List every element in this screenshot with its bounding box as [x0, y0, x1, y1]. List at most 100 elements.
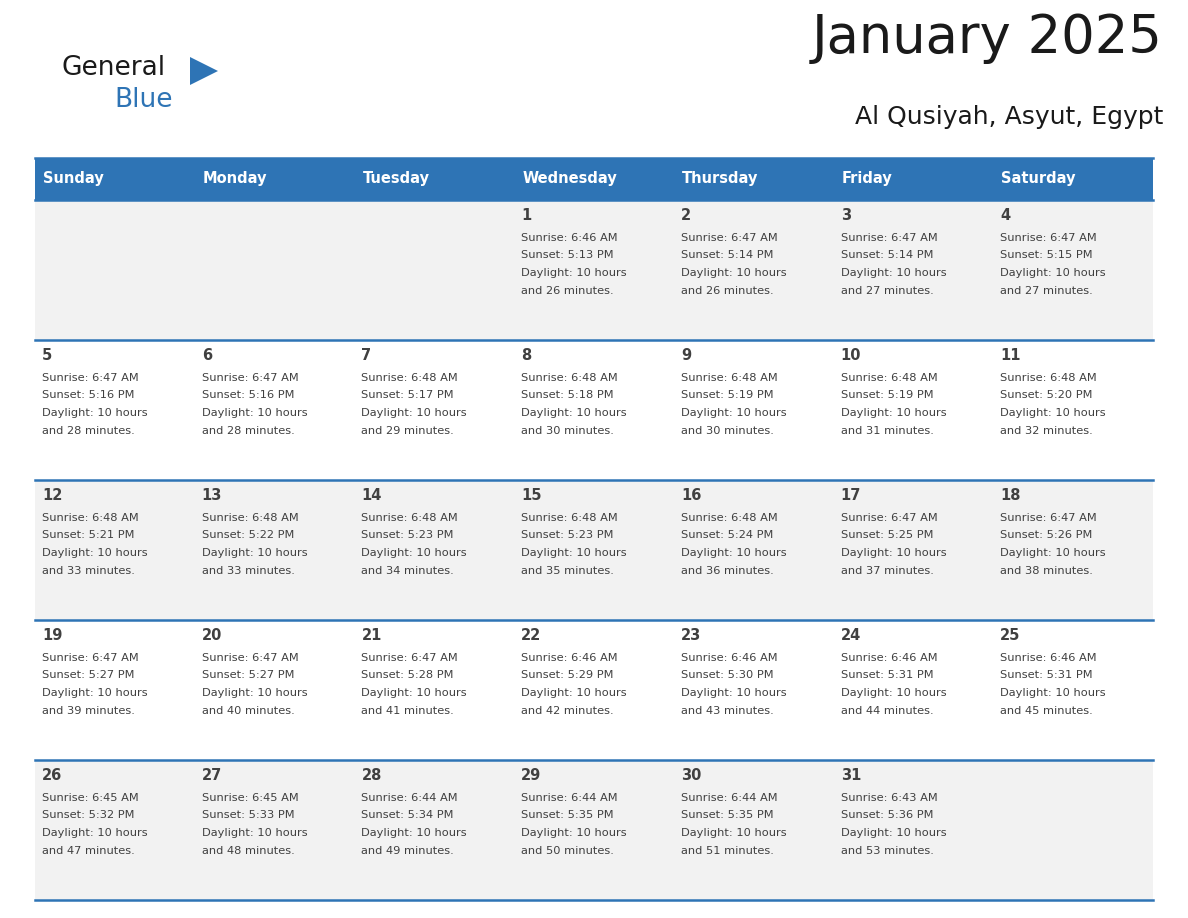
- Text: Sunrise: 6:44 AM: Sunrise: 6:44 AM: [361, 793, 459, 803]
- Text: Daylight: 10 hours: Daylight: 10 hours: [841, 548, 946, 558]
- Text: Sunset: 5:32 PM: Sunset: 5:32 PM: [42, 811, 134, 821]
- Bar: [834, 158, 993, 200]
- Text: Daylight: 10 hours: Daylight: 10 hours: [361, 688, 467, 698]
- Bar: [993, 158, 1154, 200]
- Text: 19: 19: [42, 628, 63, 643]
- Text: Sunrise: 6:46 AM: Sunrise: 6:46 AM: [1000, 653, 1097, 663]
- Text: 5: 5: [42, 348, 52, 363]
- Text: Daylight: 10 hours: Daylight: 10 hours: [202, 688, 308, 698]
- Text: Sunset: 5:21 PM: Sunset: 5:21 PM: [42, 531, 134, 541]
- Text: Sunrise: 6:44 AM: Sunrise: 6:44 AM: [681, 793, 777, 803]
- Text: Sunset: 5:25 PM: Sunset: 5:25 PM: [841, 531, 933, 541]
- Text: Daylight: 10 hours: Daylight: 10 hours: [841, 828, 946, 838]
- Text: Daylight: 10 hours: Daylight: 10 hours: [522, 408, 627, 418]
- Bar: [34, 200, 195, 340]
- Text: 28: 28: [361, 768, 381, 783]
- Text: and 40 minutes.: and 40 minutes.: [202, 706, 295, 715]
- Bar: [34, 158, 195, 200]
- Text: and 33 minutes.: and 33 minutes.: [202, 565, 295, 576]
- Bar: [674, 480, 834, 620]
- Text: Sunset: 5:22 PM: Sunset: 5:22 PM: [202, 531, 295, 541]
- Text: Al Qusiyah, Asyut, Egypt: Al Qusiyah, Asyut, Egypt: [854, 105, 1163, 129]
- Bar: [195, 620, 354, 760]
- Text: Sunset: 5:36 PM: Sunset: 5:36 PM: [841, 811, 933, 821]
- Text: and 47 minutes.: and 47 minutes.: [42, 845, 134, 856]
- Bar: [834, 620, 993, 760]
- Text: 30: 30: [681, 768, 701, 783]
- Text: Sunset: 5:30 PM: Sunset: 5:30 PM: [681, 670, 773, 680]
- Text: 22: 22: [522, 628, 542, 643]
- Text: Daylight: 10 hours: Daylight: 10 hours: [361, 548, 467, 558]
- Text: 29: 29: [522, 768, 542, 783]
- Text: Sunrise: 6:48 AM: Sunrise: 6:48 AM: [361, 373, 459, 383]
- Text: Sunset: 5:35 PM: Sunset: 5:35 PM: [522, 811, 614, 821]
- Text: Sunset: 5:34 PM: Sunset: 5:34 PM: [361, 811, 454, 821]
- Text: Daylight: 10 hours: Daylight: 10 hours: [1000, 268, 1106, 278]
- Text: 13: 13: [202, 488, 222, 503]
- Text: Friday: Friday: [841, 172, 892, 186]
- Bar: [514, 480, 674, 620]
- Bar: [834, 340, 993, 480]
- Text: 14: 14: [361, 488, 381, 503]
- Bar: [993, 340, 1154, 480]
- Text: Sunrise: 6:48 AM: Sunrise: 6:48 AM: [202, 513, 298, 523]
- Bar: [993, 200, 1154, 340]
- Text: 1: 1: [522, 208, 531, 223]
- Text: 8: 8: [522, 348, 531, 363]
- Bar: [674, 760, 834, 900]
- Text: and 50 minutes.: and 50 minutes.: [522, 845, 614, 856]
- Text: Sunset: 5:26 PM: Sunset: 5:26 PM: [1000, 531, 1093, 541]
- Text: Blue: Blue: [114, 87, 172, 113]
- Text: Sunset: 5:16 PM: Sunset: 5:16 PM: [202, 390, 295, 400]
- Text: Daylight: 10 hours: Daylight: 10 hours: [522, 688, 627, 698]
- Text: Daylight: 10 hours: Daylight: 10 hours: [42, 688, 147, 698]
- Text: 26: 26: [42, 768, 62, 783]
- Text: and 37 minutes.: and 37 minutes.: [841, 565, 934, 576]
- Text: and 36 minutes.: and 36 minutes.: [681, 565, 773, 576]
- Text: Daylight: 10 hours: Daylight: 10 hours: [42, 548, 147, 558]
- Text: Sunrise: 6:43 AM: Sunrise: 6:43 AM: [841, 793, 937, 803]
- Text: and 49 minutes.: and 49 minutes.: [361, 845, 454, 856]
- Text: Daylight: 10 hours: Daylight: 10 hours: [1000, 688, 1106, 698]
- Text: and 29 minutes.: and 29 minutes.: [361, 426, 454, 435]
- Bar: [993, 760, 1154, 900]
- Text: 7: 7: [361, 348, 372, 363]
- Text: Sunrise: 6:47 AM: Sunrise: 6:47 AM: [361, 653, 459, 663]
- Text: and 35 minutes.: and 35 minutes.: [522, 565, 614, 576]
- Text: and 27 minutes.: and 27 minutes.: [841, 285, 934, 296]
- Text: Sunset: 5:31 PM: Sunset: 5:31 PM: [841, 670, 934, 680]
- Text: Daylight: 10 hours: Daylight: 10 hours: [681, 268, 786, 278]
- Text: and 39 minutes.: and 39 minutes.: [42, 706, 135, 715]
- Text: Monday: Monday: [203, 172, 267, 186]
- Text: 12: 12: [42, 488, 63, 503]
- Bar: [195, 158, 354, 200]
- Bar: [674, 340, 834, 480]
- Text: Sunrise: 6:46 AM: Sunrise: 6:46 AM: [681, 653, 777, 663]
- Bar: [195, 760, 354, 900]
- Bar: [674, 620, 834, 760]
- Text: Sunset: 5:27 PM: Sunset: 5:27 PM: [42, 670, 134, 680]
- Text: 9: 9: [681, 348, 691, 363]
- Text: Daylight: 10 hours: Daylight: 10 hours: [841, 408, 946, 418]
- Text: Sunrise: 6:48 AM: Sunrise: 6:48 AM: [681, 513, 778, 523]
- Bar: [195, 340, 354, 480]
- Bar: [834, 480, 993, 620]
- Bar: [34, 340, 195, 480]
- Text: Sunset: 5:29 PM: Sunset: 5:29 PM: [522, 670, 614, 680]
- Text: Daylight: 10 hours: Daylight: 10 hours: [1000, 548, 1106, 558]
- Bar: [195, 200, 354, 340]
- Text: 27: 27: [202, 768, 222, 783]
- Text: Daylight: 10 hours: Daylight: 10 hours: [681, 408, 786, 418]
- Text: and 44 minutes.: and 44 minutes.: [841, 706, 934, 715]
- Bar: [834, 760, 993, 900]
- Text: and 45 minutes.: and 45 minutes.: [1000, 706, 1093, 715]
- Bar: [354, 158, 514, 200]
- Text: and 53 minutes.: and 53 minutes.: [841, 845, 934, 856]
- Text: Wednesday: Wednesday: [523, 172, 617, 186]
- Text: 20: 20: [202, 628, 222, 643]
- Text: Sunset: 5:23 PM: Sunset: 5:23 PM: [361, 531, 454, 541]
- Text: Sunset: 5:19 PM: Sunset: 5:19 PM: [681, 390, 773, 400]
- Text: and 43 minutes.: and 43 minutes.: [681, 706, 773, 715]
- Text: 18: 18: [1000, 488, 1020, 503]
- Text: 21: 21: [361, 628, 381, 643]
